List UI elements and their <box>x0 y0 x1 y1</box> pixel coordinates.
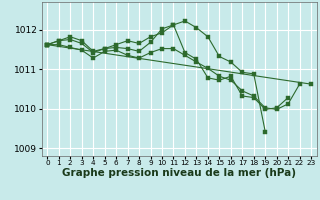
X-axis label: Graphe pression niveau de la mer (hPa): Graphe pression niveau de la mer (hPa) <box>62 168 296 178</box>
